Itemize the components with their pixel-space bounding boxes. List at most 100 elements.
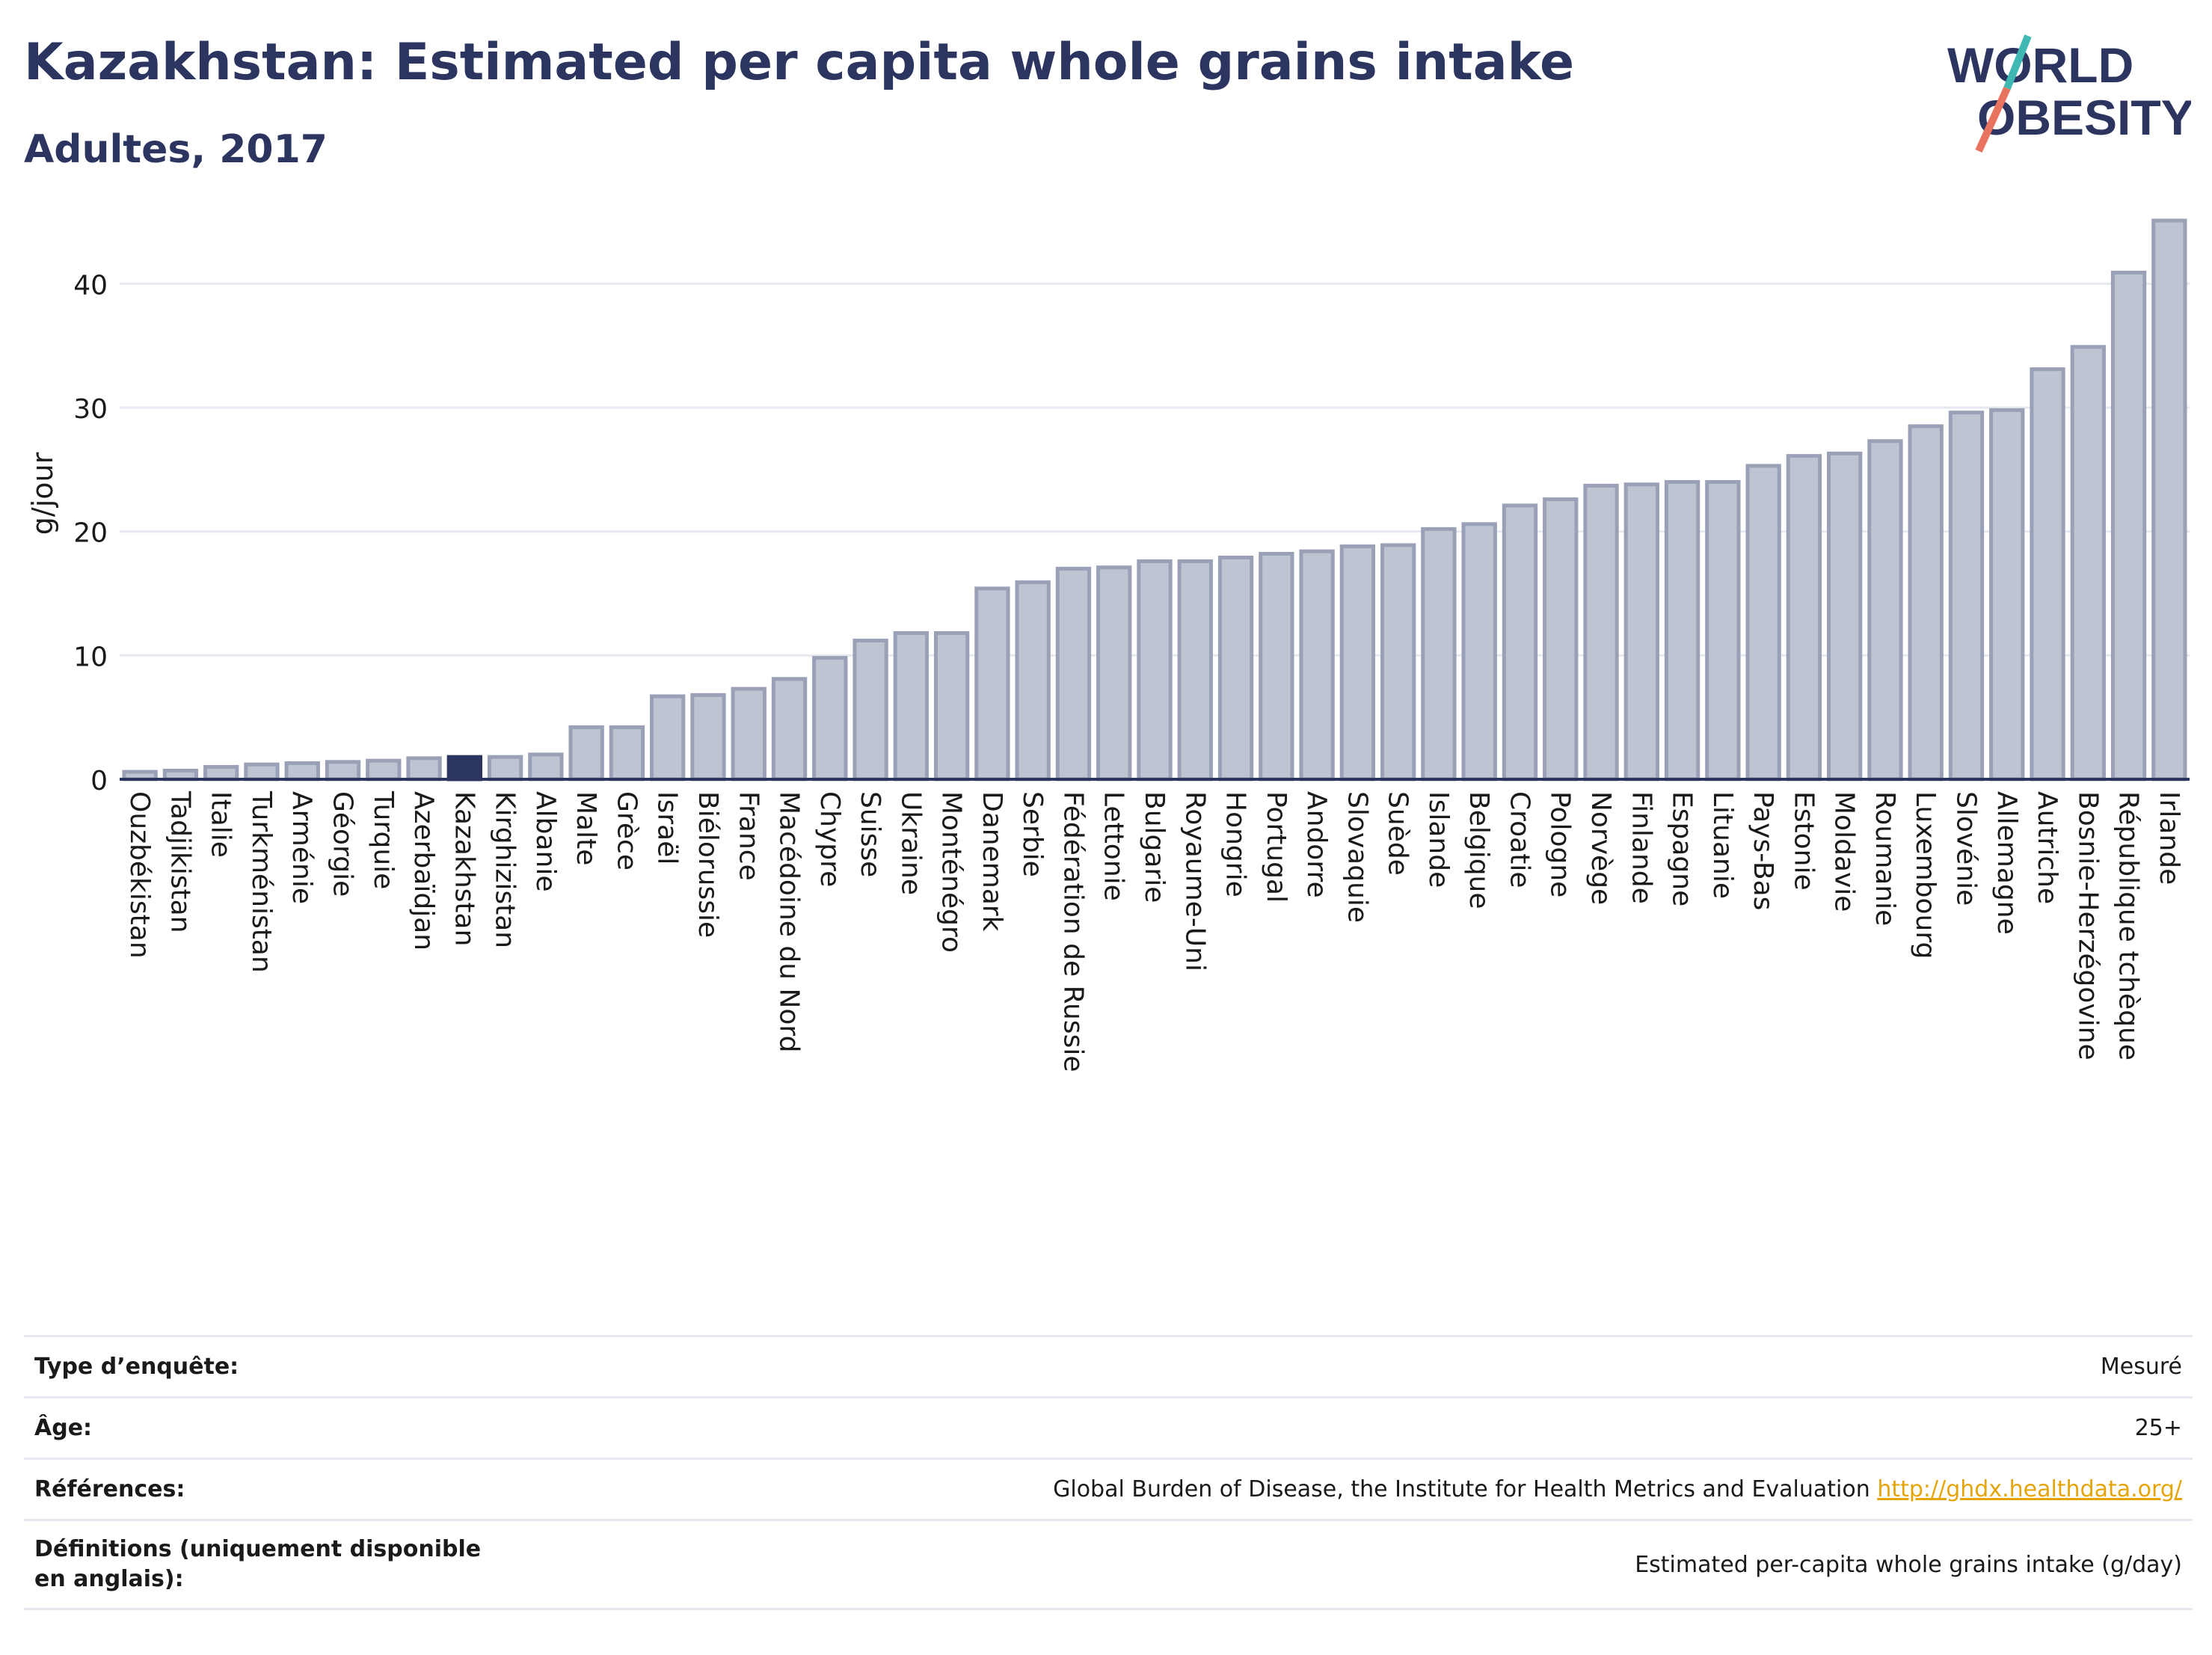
references-value: Global Burden of Disease, the Institute …	[1053, 1476, 2182, 1502]
bar	[1299, 549, 1335, 782]
x-tick-label: Bosnie-Herzégovine	[2072, 791, 2103, 1060]
x-tick-label: Pays-Bas	[1748, 791, 1778, 910]
x-tick-label: Moldavie	[1829, 791, 1860, 912]
x-tick-label: Espagne	[1667, 791, 1698, 906]
bar	[1015, 580, 1051, 782]
x-tick-label: Allemagne	[1991, 791, 2022, 935]
x-tick-label: Israël	[652, 791, 683, 865]
bar	[568, 725, 604, 782]
bar	[1908, 424, 1944, 782]
x-tick-label: Estonie	[1788, 791, 1819, 891]
age-label: Âge:	[34, 1415, 93, 1441]
info-row-age: Âge: 25+	[24, 1396, 2193, 1458]
x-tick-label: Slovaquie	[1342, 791, 1372, 923]
definitions-label: Définitions (uniquement disponible en an…	[34, 1536, 482, 1592]
x-tick-label: Ouzbékistan	[124, 791, 155, 959]
logo-slash-coral	[1975, 86, 2011, 153]
x-tick-label: Finlande	[1626, 791, 1656, 904]
bar	[1826, 451, 1863, 782]
x-tick-label: Belgique	[1463, 791, 1494, 909]
bar	[1543, 497, 1579, 782]
bar	[528, 752, 564, 782]
x-tick-label: Suède	[1383, 791, 1413, 876]
world-obesity-logo: WORLD OBESITY	[1947, 34, 2191, 153]
x-tick-label: Italie	[206, 791, 236, 858]
bar	[244, 762, 280, 782]
x-tick-label: République tchèque	[2113, 791, 2144, 1060]
bar	[1745, 464, 1781, 782]
x-tick-label: Islande	[1423, 791, 1454, 888]
x-tick-label: Pologne	[1545, 791, 1576, 897]
x-tick-label: Andorre	[1301, 791, 1332, 898]
bar	[2151, 218, 2187, 782]
x-tick-label: Kazakhstan	[449, 791, 479, 946]
bar	[203, 764, 239, 782]
x-tick-label: Serbie	[1017, 791, 1048, 877]
x-tick-label: Bulgarie	[1139, 791, 1170, 903]
bar	[1137, 559, 1173, 782]
info-table: Type d’enquête: Mesuré Âge: 25+ Référenc…	[24, 1335, 2193, 1610]
bar	[1786, 454, 1822, 782]
x-tick-label: Roumanie	[1870, 791, 1900, 926]
x-tick-label: Turkménistan	[246, 790, 277, 973]
x-tick-label: Autriche	[2032, 791, 2062, 904]
bar	[1380, 543, 1416, 782]
bar	[974, 586, 1010, 782]
bar	[1623, 482, 1659, 782]
x-tick-label: Danemark	[977, 791, 1007, 932]
x-tick-label: Albanie	[530, 791, 561, 892]
x-tick-label: Lettonie	[1099, 791, 1129, 901]
x-tick-label: Biélorussie	[692, 791, 723, 938]
x-tick-label: Suisse	[855, 791, 885, 877]
x-tick-label: Chypre	[814, 791, 845, 887]
bar	[1177, 559, 1213, 782]
logo-text-world: WORLD	[1947, 37, 2133, 93]
bar	[2030, 367, 2065, 782]
bar	[2070, 345, 2106, 782]
bar	[893, 631, 930, 782]
bar	[1583, 483, 1619, 782]
x-tick-label: France	[733, 791, 764, 881]
x-tick-label: Portugal	[1261, 791, 1291, 903]
bar	[446, 755, 483, 782]
bar	[1217, 555, 1254, 782]
references-link[interactable]: http://ghdx.healthdata.org/	[1877, 1476, 2182, 1502]
survey-type-label: Type d’enquête:	[34, 1354, 239, 1380]
bar	[325, 760, 361, 782]
logo-slash-teal	[2003, 34, 2032, 90]
bar	[1705, 479, 1741, 782]
bar	[2110, 270, 2147, 782]
bar	[690, 693, 726, 782]
x-tick-label: Arménie	[286, 791, 317, 904]
bar	[1421, 526, 1457, 782]
x-tick-label: Luxembourg	[1910, 791, 1941, 959]
references-text: Global Burden of Disease, the Institute …	[1053, 1476, 1870, 1502]
bar	[1339, 544, 1376, 782]
y-tick-label: 30	[73, 394, 108, 425]
bar	[1989, 408, 2025, 782]
chart-subtitle: Adultes, 2017	[24, 127, 328, 172]
x-tick-label: Malte	[571, 791, 601, 865]
x-tick-label: Géorgie	[328, 791, 358, 897]
bar	[609, 725, 645, 782]
survey-type-value: Mesuré	[2100, 1354, 2182, 1380]
x-tick-label: Tadjikistan	[165, 790, 195, 933]
bar	[1664, 479, 1701, 782]
bar-chart: 0 10 20 30 40 g/jour Ouzbékistan Tadjikistan Ita…	[26, 218, 2190, 1072]
x-tick-label: Irlande	[2154, 791, 2184, 885]
references-label: Références:	[34, 1476, 185, 1502]
bar	[1055, 566, 1092, 782]
info-row-survey-type: Type d’enquête: Mesuré	[24, 1335, 2193, 1396]
x-tick-label: Monténégro	[936, 791, 967, 953]
bar	[1461, 522, 1497, 782]
bar	[366, 758, 402, 782]
bar	[1948, 411, 1985, 782]
x-tick-label: Fédération de Russie	[1057, 791, 1088, 1072]
bar	[852, 638, 888, 782]
x-tick-label: Azerbaïdjan	[408, 791, 439, 951]
x-tick-label: Royaume-Uni	[1179, 791, 1210, 971]
age-value: 25+	[2134, 1415, 2182, 1441]
x-tick-label: Kirghizistan	[490, 791, 520, 948]
x-tick-label: Slovénie	[1950, 791, 1981, 906]
y-tick-label: 40	[73, 270, 108, 301]
